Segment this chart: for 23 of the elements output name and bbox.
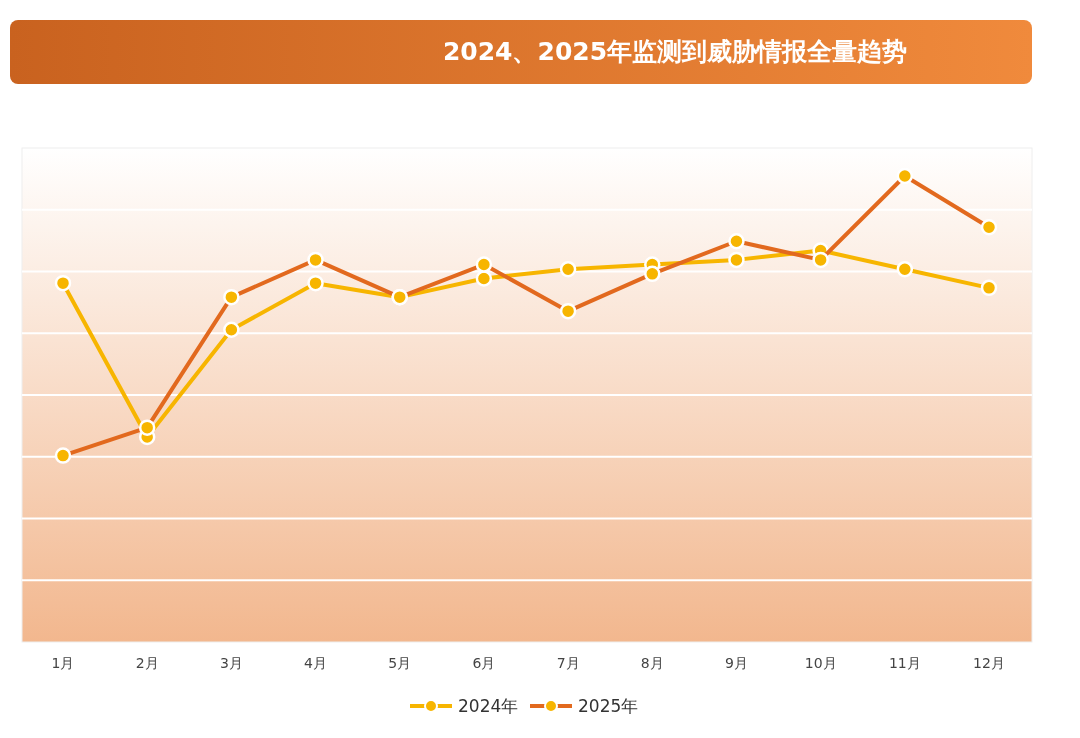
chart-title: 2024、2025年监测到威胁情报全量趋势: [442, 37, 908, 66]
x-tick-label: 6月: [472, 655, 496, 671]
point: [728, 251, 745, 269]
point: [54, 274, 72, 292]
x-tick-label: 12月: [973, 655, 1005, 671]
point: [475, 270, 493, 287]
x-tick-label: 3月: [219, 655, 243, 671]
point: [223, 321, 240, 339]
legend-label: 2024年: [458, 696, 519, 716]
x-tick-label: 7月: [556, 655, 580, 671]
x-tick-label: 9月: [724, 655, 748, 671]
x-tick-label: 5月: [388, 655, 412, 671]
point: [307, 274, 324, 292]
legend-label: 2025年: [578, 696, 639, 716]
x-tick-label: 2月: [135, 655, 159, 671]
point: [896, 260, 914, 278]
point: [559, 260, 577, 278]
x-tick-label: 1月: [51, 655, 75, 671]
x-tick-label: 4月: [304, 655, 328, 671]
x-tick-label: 8月: [640, 655, 664, 671]
x-tick-label: 11月: [888, 655, 921, 671]
x-tick-label: 10月: [804, 655, 837, 671]
point: [980, 279, 998, 297]
